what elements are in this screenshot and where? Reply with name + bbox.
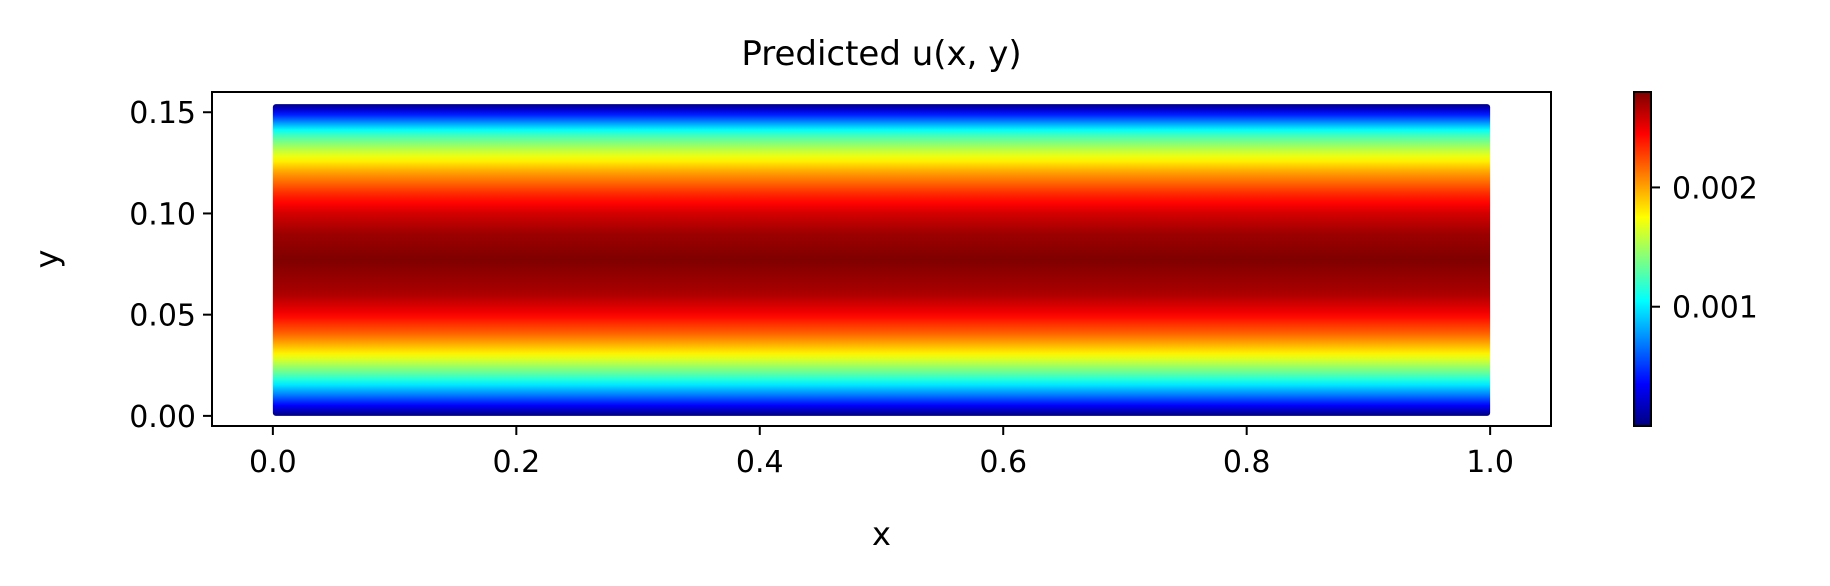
colorbar: 0.001 0.002 (1633, 91, 1758, 427)
x-axis: 0.0 0.2 0.4 0.6 0.8 1.0 (249, 426, 1514, 480)
colorbar-tick-label: 0.002 (1672, 171, 1758, 206)
axes-frame (211, 91, 1552, 427)
y-tick-label: 0.15 (129, 96, 196, 131)
colorbar-tick-label: 0.001 (1672, 291, 1758, 326)
velocity-field (272, 104, 1491, 416)
y-axis-label: y (28, 250, 66, 269)
x-tick-label: 0.0 (249, 445, 297, 480)
x-tick-label: 0.8 (1223, 445, 1271, 480)
plot-area (211, 91, 1552, 427)
y-tick-label: 0.00 (129, 400, 196, 435)
x-axis-label: x (872, 515, 891, 553)
x-tick-label: 1.0 (1466, 445, 1514, 480)
x-tick-label: 0.2 (492, 445, 540, 480)
x-tick-label: 0.4 (736, 445, 784, 480)
x-tick-label: 0.6 (979, 445, 1027, 480)
colorbar-ticks: 0.001 0.002 (1651, 171, 1758, 326)
colorbar-frame (1633, 91, 1652, 427)
colorbar-gradient (1634, 92, 1651, 426)
y-tick-label: 0.05 (129, 299, 196, 334)
y-tick-label: 0.10 (129, 197, 196, 232)
y-axis: 0.00 0.05 0.10 0.15 (129, 96, 212, 435)
chart-title: Predicted u(x, y) (741, 34, 1021, 74)
